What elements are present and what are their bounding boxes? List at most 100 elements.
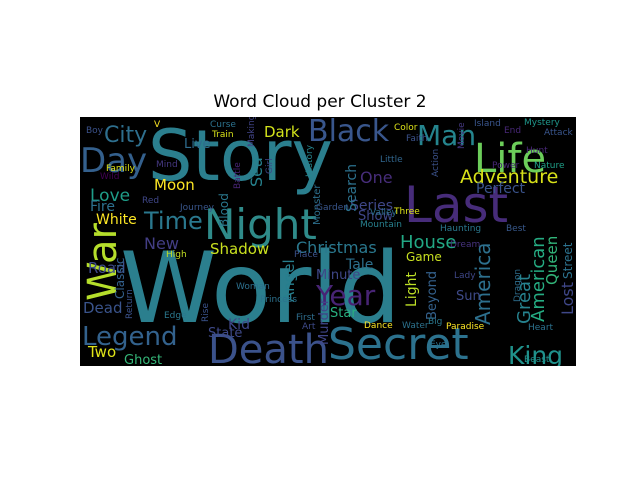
word-three: Three xyxy=(393,207,420,217)
word-beyond: Beyond xyxy=(425,271,440,320)
word-night: Night xyxy=(204,200,317,249)
word-legend: Legend xyxy=(82,322,178,352)
word-murder: Murder xyxy=(317,298,332,345)
word-blood: Blood xyxy=(217,193,231,227)
word-faith: Faith xyxy=(406,134,428,144)
word-dance: Dance xyxy=(364,321,393,331)
word-last: Last xyxy=(404,176,508,234)
word-dead: Dead xyxy=(83,299,123,317)
word-monster: Monster xyxy=(312,184,323,225)
word-world: World xyxy=(120,232,401,346)
word-end: End xyxy=(504,126,521,136)
word-garden: Garden xyxy=(316,203,349,213)
word-city: City xyxy=(104,123,147,148)
word-edge: Edge xyxy=(164,311,187,321)
word-house: House xyxy=(400,232,456,253)
word-sea: Sea xyxy=(247,157,266,187)
word-battle: Battle xyxy=(233,162,243,189)
word-action: Action xyxy=(431,149,441,177)
word-secret: Secret xyxy=(328,319,469,366)
word-sun: Sun xyxy=(456,289,481,304)
word-place: Place xyxy=(294,250,318,260)
word-game: Game xyxy=(406,250,442,264)
word-dragon: Dragon xyxy=(513,269,523,302)
word-fire: Fire xyxy=(90,199,115,215)
word-family: Family xyxy=(106,164,136,174)
word-valley: Valley xyxy=(370,208,398,218)
word-art: Art xyxy=(302,322,316,332)
word-nature: Nature xyxy=(534,161,565,171)
word-v: V xyxy=(154,120,161,130)
word-color: Color xyxy=(394,123,418,133)
word-island: Island xyxy=(474,119,501,129)
word-search: Search xyxy=(344,164,360,212)
word-life: Life xyxy=(474,136,546,182)
word-new: New xyxy=(144,234,179,253)
word-heart: Heart xyxy=(528,323,554,333)
word-lady: Lady xyxy=(454,271,476,281)
word-hunt: Hunt xyxy=(526,146,548,156)
word-lost: Lost xyxy=(558,282,576,315)
word-kid: Kid xyxy=(228,317,250,333)
word-girl: Girl xyxy=(265,158,275,174)
word-dark: Dark xyxy=(264,123,300,141)
word-best: Best xyxy=(506,224,526,234)
word-little: Little xyxy=(380,155,403,165)
word-american: American xyxy=(528,236,549,322)
word-day: Day xyxy=(80,141,147,181)
word-king: King xyxy=(508,341,563,366)
word-woman: Woman xyxy=(236,282,270,292)
word-wild: Wild xyxy=(100,172,119,182)
word-mind: Mind xyxy=(156,160,178,170)
word-water: Water xyxy=(402,321,429,331)
word-high: High xyxy=(166,250,187,260)
word-perfect: Perfect xyxy=(476,181,526,197)
word-boy: Boy xyxy=(86,126,104,136)
word-white: White xyxy=(96,212,137,228)
word-cloud: World Story Night Last Secret Death War Day Life… xyxy=(80,117,576,366)
word-light: Light xyxy=(404,272,420,307)
word-dream: Dream xyxy=(450,240,480,250)
word-great: Great xyxy=(514,274,535,324)
word-history: History xyxy=(305,144,315,177)
word-live: Live xyxy=(184,137,211,152)
word-mystery: Mystery xyxy=(524,118,561,128)
word-train: Train xyxy=(211,130,234,140)
word-death: Death xyxy=(208,327,329,366)
word-tale: Tale xyxy=(345,257,373,273)
word-show: Show xyxy=(358,209,393,224)
word-america: America xyxy=(471,243,495,326)
word-making: Making xyxy=(247,117,257,147)
word-rise: Rise xyxy=(201,303,211,322)
word-eye: Eye xyxy=(430,340,447,350)
word-big: Big xyxy=(428,317,442,327)
word-curse: Curse xyxy=(210,120,236,130)
word-journey: Journey xyxy=(179,203,215,213)
word-ghost: Ghost xyxy=(124,353,162,366)
word-black: Black xyxy=(308,117,390,149)
word-shadow: Shadow xyxy=(210,240,269,258)
word-star: Star xyxy=(330,306,357,321)
chart-title: Word Cloud per Cluster 2 xyxy=(213,92,427,112)
word-man: Man xyxy=(417,119,476,152)
word-moon: Moon xyxy=(154,176,195,194)
word-classic: Classic xyxy=(113,257,127,299)
word-christmas: Christmas xyxy=(296,238,377,257)
word-road: Road xyxy=(88,259,126,277)
word-beast: Beast xyxy=(524,355,550,365)
word-state: State xyxy=(208,326,242,341)
word-queen: Queen xyxy=(543,236,561,285)
word-power: Power xyxy=(492,161,520,171)
word-minute: Minute xyxy=(316,268,360,283)
word-war: War xyxy=(80,222,126,301)
word-angel: Angel xyxy=(280,259,298,302)
word-time: Time xyxy=(143,207,203,235)
word-street: Street xyxy=(561,242,575,279)
word-one: One xyxy=(360,168,393,187)
word-attack: Attack xyxy=(544,128,574,138)
word-love: Love xyxy=(90,186,130,206)
word-princess: Princess xyxy=(260,295,297,305)
word-red: Red xyxy=(142,196,159,206)
word-first: First xyxy=(296,313,315,323)
